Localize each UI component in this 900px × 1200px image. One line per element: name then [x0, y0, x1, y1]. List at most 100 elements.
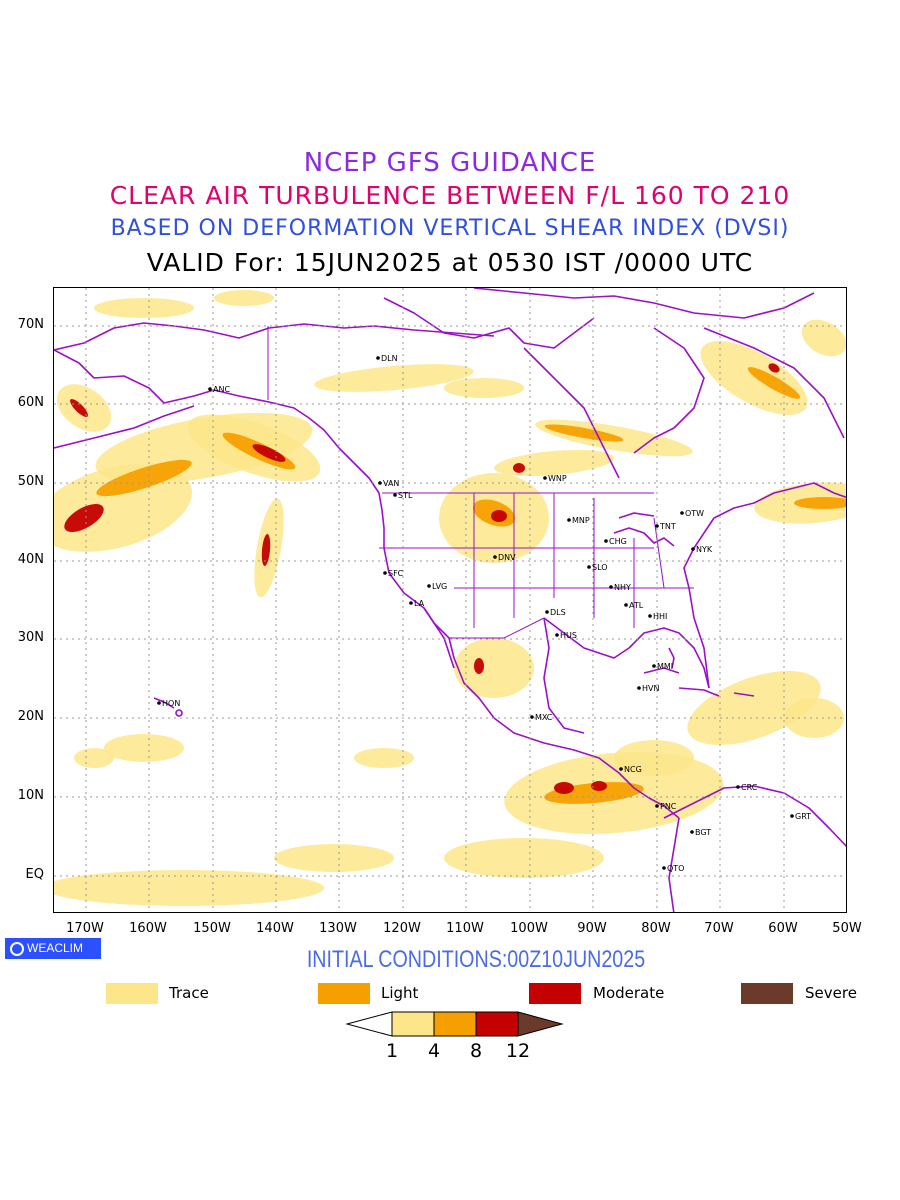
turbulence-patch: [354, 748, 414, 768]
station-label-otw: OTW: [685, 509, 704, 518]
lat-label: EQ: [25, 867, 44, 882]
lon-label: 140W: [256, 921, 294, 936]
station-dot: [383, 571, 387, 575]
turbulence-patch: [700, 341, 808, 415]
colorbar-tick-12: 12: [505, 1040, 531, 1062]
turbulence-patch: [104, 734, 184, 762]
station-dot: [609, 585, 613, 589]
legend-swatch-moderate: [529, 983, 581, 1004]
turbulence-patch: [554, 782, 574, 794]
lon-label: 170W: [66, 921, 104, 936]
station-dot: [393, 493, 397, 497]
lat-label: 20N: [17, 709, 44, 724]
turbulence-patch: [513, 463, 525, 473]
station-dot: [545, 610, 549, 614]
station-label-pnc: PNC: [660, 802, 677, 811]
station-dot: [378, 481, 382, 485]
turbulence-field-layer: [54, 290, 846, 906]
station-label-stl: STL: [398, 491, 413, 500]
colorbar-trace: [391, 1011, 435, 1037]
station-dot: [655, 524, 659, 528]
lon-label: 100W: [510, 921, 548, 936]
lon-label: 110W: [446, 921, 484, 936]
lon-label: 60W: [768, 921, 798, 936]
station-dot: [157, 701, 161, 705]
station-label-dls: DLS: [550, 608, 566, 617]
lon-label: 130W: [319, 921, 357, 936]
station-label-dln: DLN: [381, 354, 398, 363]
colorbar-tick-8: 8: [469, 1040, 483, 1062]
station-label-mnp: MNP: [572, 516, 590, 525]
colorbar: [346, 1011, 564, 1037]
colorbar-moderate: [475, 1011, 519, 1037]
station-dot: [208, 387, 212, 391]
lat-label: 60N: [17, 395, 44, 410]
turbulence-patch: [544, 424, 624, 442]
title-model: NCEP GFS GUIDANCE: [303, 148, 597, 178]
lon-label: 120W: [383, 921, 421, 936]
lon-label: 70W: [704, 921, 734, 936]
station-label-van: VAN: [383, 479, 399, 488]
station-label-qto: QTO: [667, 864, 684, 873]
station-label-nyk: NYK: [696, 545, 713, 554]
turbulence-patch: [94, 298, 194, 318]
lat-label: 50N: [17, 474, 44, 489]
station-dot: [543, 476, 547, 480]
station-dot: [530, 715, 534, 719]
colorbar-severe: [517, 1011, 564, 1037]
station-label-atl: ATL: [629, 601, 644, 610]
station-dot: [555, 633, 559, 637]
weaclim-label: WEACLIM: [27, 941, 84, 955]
station-labels: ANC DLN VAN STL WNP MNP TNT OTW CHG NYK DNV SFC SLO L…: [157, 354, 811, 873]
legend-swatch-trace: [106, 983, 158, 1004]
station-label-anc: ANC: [213, 385, 230, 394]
station-label-lvg: LVG: [432, 582, 447, 591]
turbulence-patch: [444, 378, 524, 398]
weaclim-badge[interactable]: WEACLIM: [5, 938, 101, 959]
turbulence-patch: [252, 444, 286, 462]
turbulence-map: ANC DLN VAN STL WNP MNP TNT OTW CHG NYK DNV SFC SLO L…: [53, 287, 847, 913]
turbulence-patch: [64, 504, 104, 532]
station-dot: [790, 814, 794, 818]
turbulence-patch: [591, 781, 607, 791]
station-dot: [587, 565, 591, 569]
turbulence-patch: [801, 319, 846, 357]
station-dot: [567, 518, 571, 522]
turbulence-patch: [314, 364, 474, 392]
station-label-hhi: HHI: [653, 612, 667, 621]
legend-label-moderate: Moderate: [593, 984, 665, 1002]
legend-swatch-light: [318, 983, 370, 1004]
turbulence-patch: [96, 459, 192, 497]
lat-label: 10N: [17, 788, 44, 803]
station-label-hus: HUS: [560, 631, 577, 640]
turbulence-patch: [444, 838, 604, 878]
station-dot: [637, 686, 641, 690]
station-label-slo: SLO: [592, 563, 608, 572]
lon-label: 160W: [129, 921, 167, 936]
turbulence-patch: [274, 844, 394, 872]
station-label-crc: CRC: [741, 783, 758, 792]
title-method: BASED ON DEFORMATION VERTICAL SHEAR INDE…: [110, 216, 790, 241]
station-label-la: LA: [414, 599, 425, 608]
station-label-wnp: WNP: [548, 474, 567, 483]
station-label-tnt: TNT: [659, 522, 676, 531]
station-dot: [655, 804, 659, 808]
station-label-bgt: BGT: [695, 828, 711, 837]
station-label-nhy: NHY: [614, 583, 631, 592]
colorbar-below-1: [346, 1011, 393, 1037]
turbulence-patch: [687, 671, 821, 745]
lat-label: 30N: [17, 630, 44, 645]
station-dot: [736, 785, 740, 789]
turbulence-patch: [70, 399, 88, 417]
station-label-chg: CHG: [609, 537, 627, 546]
turbulence-patch: [74, 748, 114, 768]
station-dot: [619, 767, 623, 771]
legend-label-light: Light: [381, 984, 419, 1002]
turbulence-patch: [474, 658, 484, 674]
station-dot: [493, 555, 497, 559]
lat-label: 40N: [17, 552, 44, 567]
lon-label: 90W: [577, 921, 607, 936]
station-label-sfc: SFC: [388, 569, 404, 578]
station-label-grt: GRT: [795, 812, 811, 821]
station-dot: [648, 614, 652, 618]
